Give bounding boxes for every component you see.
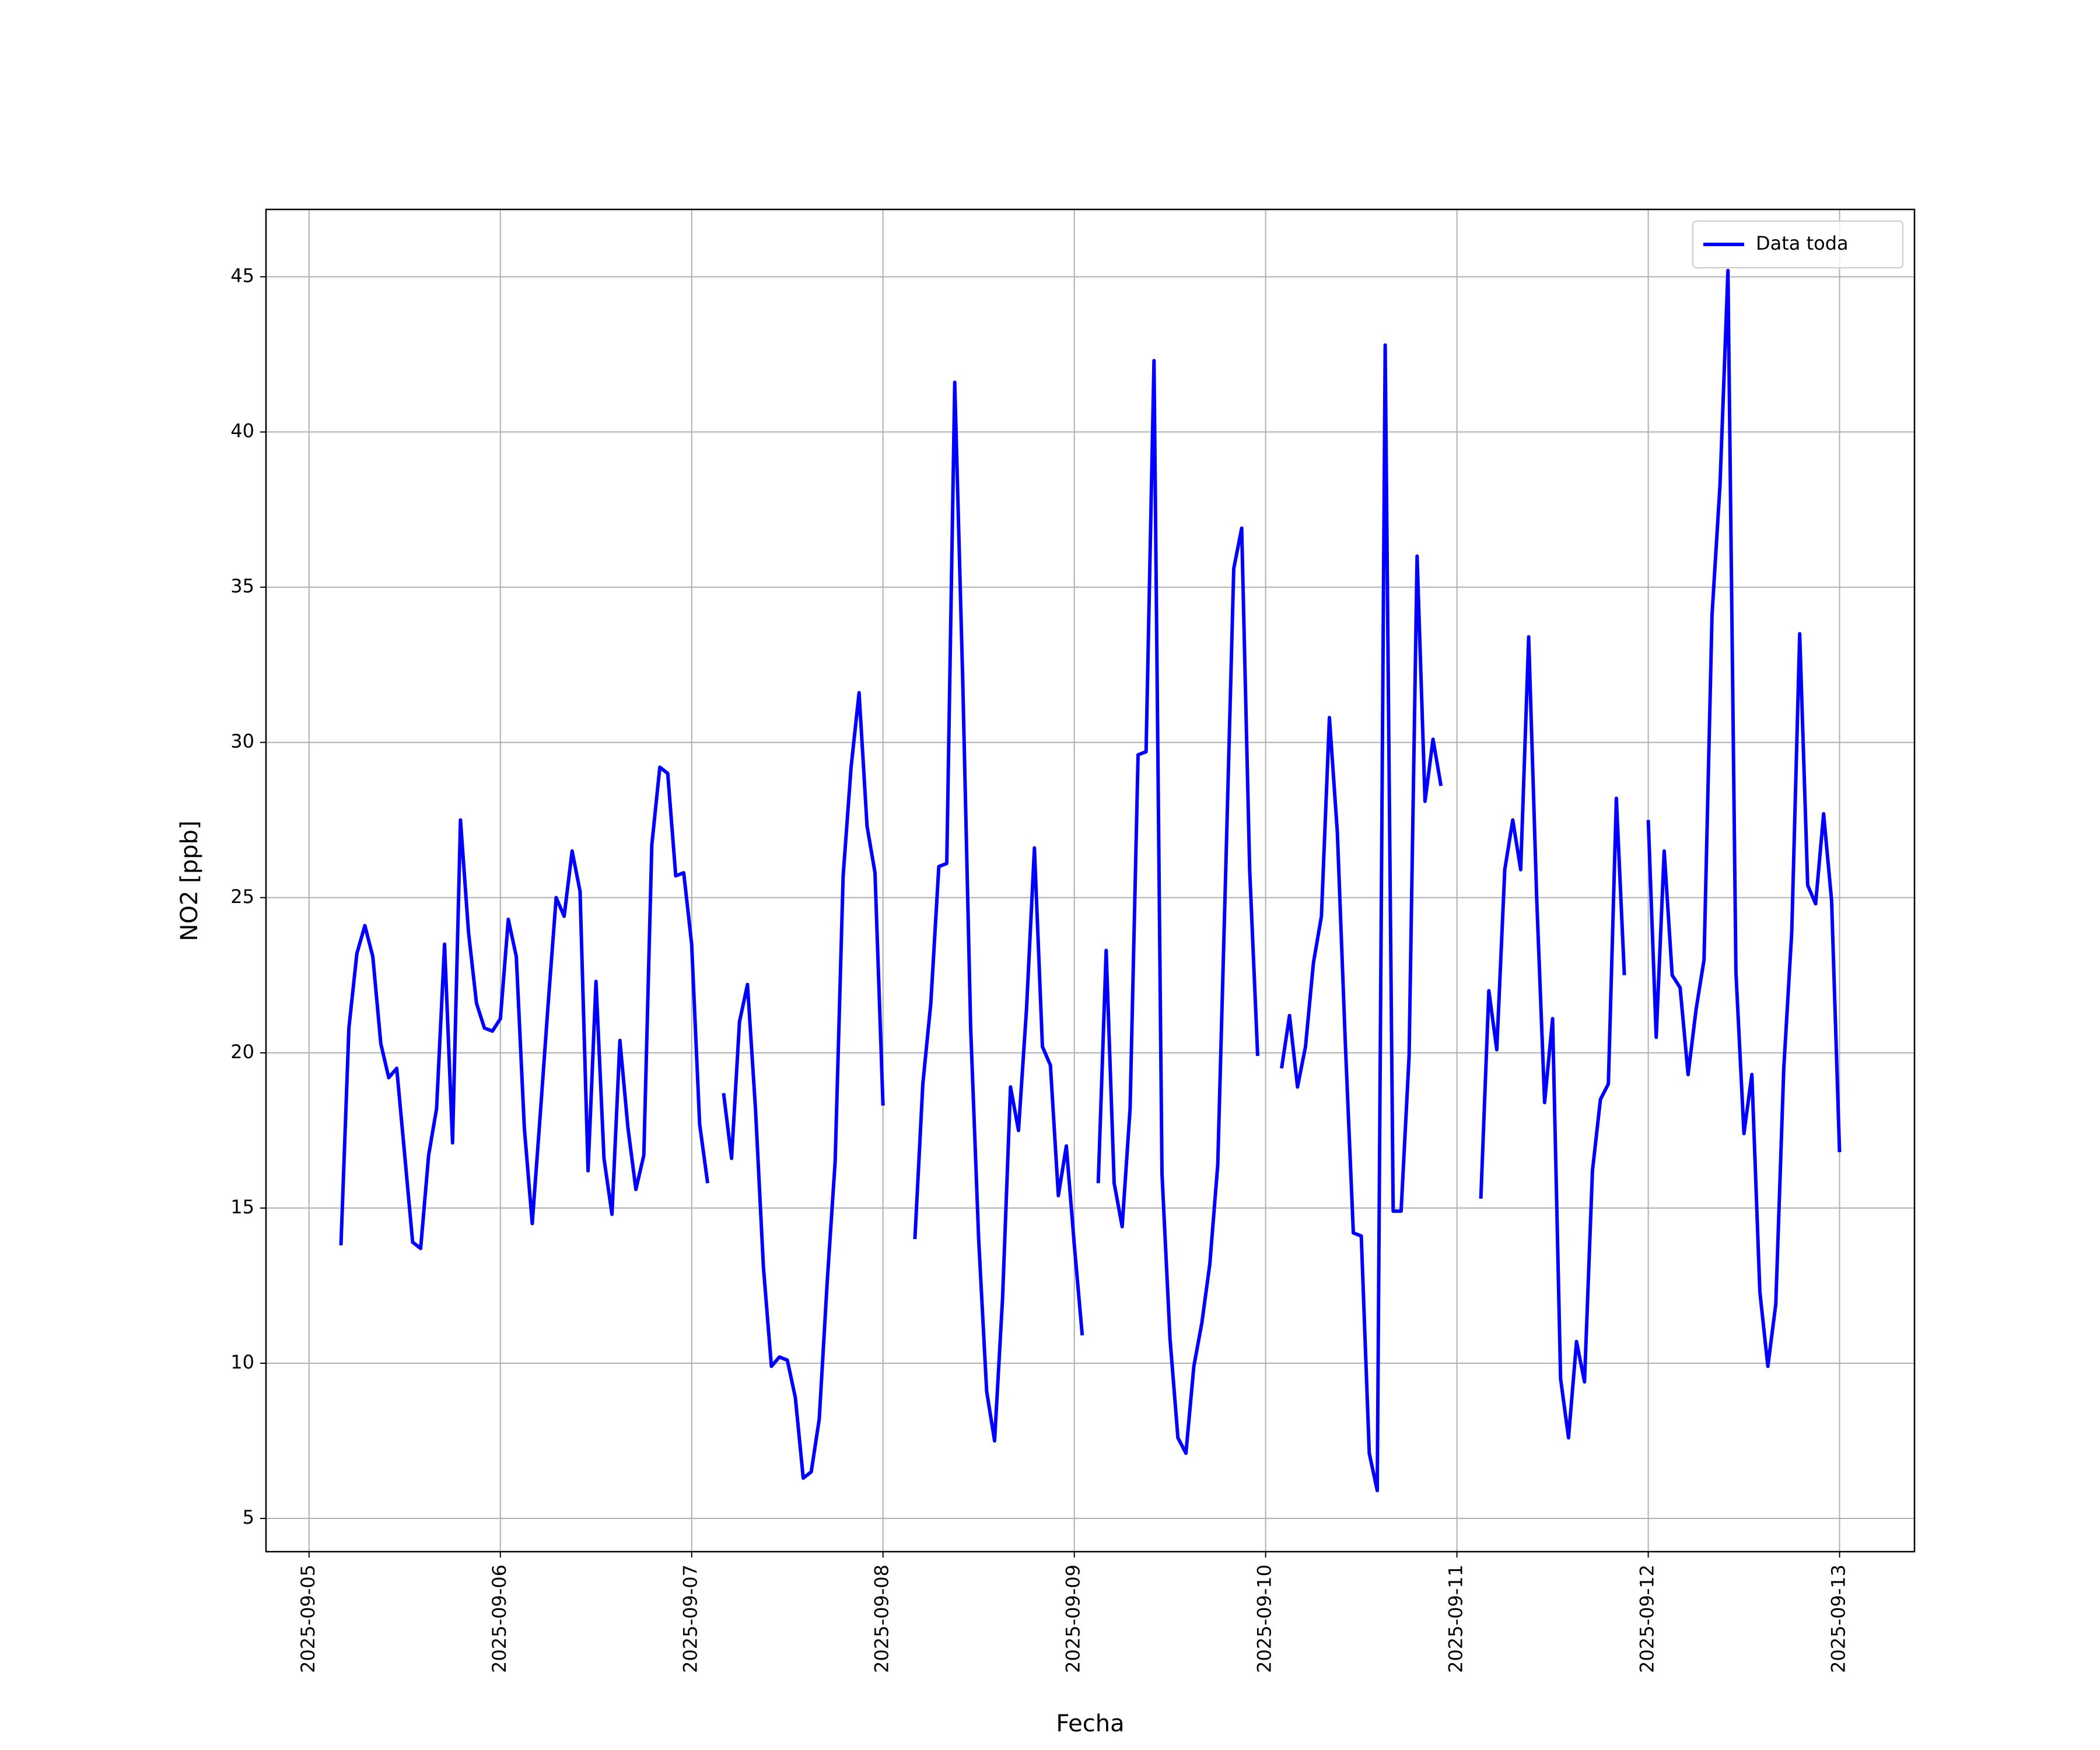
x-tick-label: 2025-09-08 xyxy=(871,1564,893,1673)
y-tick-label: 15 xyxy=(230,1196,254,1218)
y-tick-label: 20 xyxy=(230,1041,254,1063)
x-tick-label: 2025-09-11 xyxy=(1445,1564,1467,1673)
x-tick-label: 2025-09-05 xyxy=(297,1564,319,1673)
x-tick-label: 2025-09-06 xyxy=(488,1564,510,1673)
y-tick-label: 25 xyxy=(230,886,254,908)
y-tick-label: 10 xyxy=(230,1351,254,1373)
legend-label: Data toda xyxy=(1756,232,1849,254)
x-tick-label: 2025-09-07 xyxy=(680,1564,702,1673)
data-line xyxy=(339,268,1842,1493)
y-tick-label: 35 xyxy=(230,575,254,597)
y-tick-label: 5 xyxy=(243,1506,254,1528)
x-tick-label: 2025-09-12 xyxy=(1636,1564,1658,1673)
plot-frame xyxy=(265,208,1916,1553)
y-tick-label: 40 xyxy=(230,420,254,442)
x-tick-label: 2025-09-10 xyxy=(1254,1564,1276,1673)
y-axis-label: NO2 [ppb] xyxy=(176,821,203,942)
x-axis-label: Fecha xyxy=(1056,1710,1124,1737)
legend: Data toda xyxy=(1692,220,1903,268)
y-tick-label: 45 xyxy=(230,264,254,286)
x-tick-label: 2025-09-13 xyxy=(1828,1564,1850,1673)
x-tick-label: 2025-09-09 xyxy=(1062,1564,1084,1673)
y-tick-label: 30 xyxy=(230,730,254,752)
legend-box xyxy=(1692,220,1903,268)
